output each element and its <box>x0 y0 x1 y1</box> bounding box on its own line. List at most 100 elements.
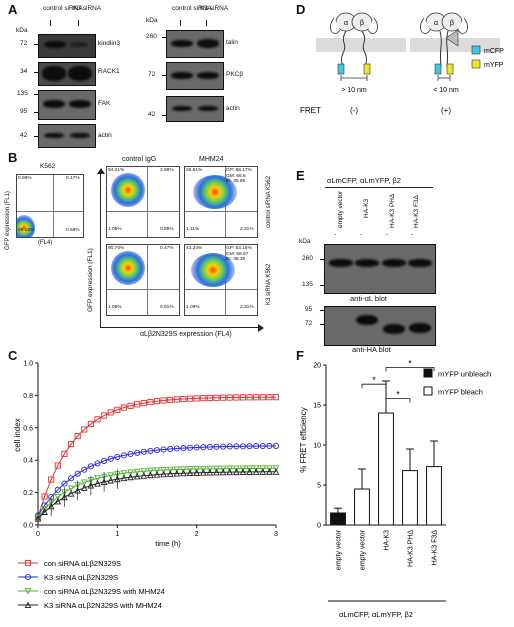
myfp-tag-left <box>363 63 371 75</box>
c-point-2 <box>80 479 88 487</box>
c-x-tick-label: 2 <box>195 531 199 538</box>
f-bar-2 <box>378 412 394 526</box>
c-y-tick-label: 0.2 <box>23 490 33 497</box>
col-title-control-igg: control IgG <box>122 156 157 163</box>
c-point-3 <box>272 468 280 475</box>
c-point-2 <box>67 485 75 493</box>
c-point-3 <box>219 468 227 476</box>
blot-label-kindlin3: kindlin3 <box>98 40 121 47</box>
c-point-2 <box>166 466 174 474</box>
c-xlabel: time (h) <box>155 539 181 548</box>
f-sig-bracket-1-star: * <box>372 375 376 385</box>
c-point-1 <box>272 442 280 449</box>
c-point-0 <box>48 476 55 483</box>
blot-anti-al <box>324 244 436 294</box>
c-legend-label-2: con siRNA αLβ2N329S with MHM24 <box>44 587 165 596</box>
f-bar-4 <box>426 466 442 526</box>
blot-actin-left <box>38 124 96 148</box>
c-point-0 <box>246 394 253 401</box>
panel-d-fret-diagram: α β α β > 10 nm < 10 nm FRET (-) (+) mCF… <box>300 12 504 115</box>
c-legend-marker <box>24 601 32 609</box>
f-category-3: HA-K3 PHΔ <box>408 530 415 567</box>
c-point-2 <box>239 465 247 473</box>
panel-letter-a: A <box>8 2 18 17</box>
c-series-line-0 <box>37 396 277 518</box>
c-point-1 <box>54 486 61 493</box>
c-point-0 <box>134 401 141 408</box>
f-ylabel: % FRET efficiency <box>299 407 308 473</box>
c-point-3 <box>233 468 240 476</box>
blot-rack1 <box>38 62 96 86</box>
scatter-mhm24-control-sirna <box>184 166 258 238</box>
kindlin-wedge <box>445 29 459 47</box>
c-point-0 <box>187 395 194 402</box>
c-point-1 <box>127 450 134 458</box>
k562-scatter-plot <box>16 174 84 238</box>
c-y-tick-label: 0.6 <box>23 425 33 432</box>
fret-right: (+) <box>441 106 451 115</box>
c-point-2 <box>147 467 154 475</box>
c-point-0 <box>74 433 81 440</box>
c-point-2 <box>266 465 273 473</box>
myfp-tag-right <box>446 63 454 75</box>
f-legend-label-1: mYFP bleach <box>438 388 483 397</box>
c-point-1 <box>160 446 167 453</box>
c-x-tick-label: 3 <box>274 531 278 538</box>
f-sig-bracket-3 <box>385 366 435 372</box>
c-point-1 <box>246 443 253 450</box>
c-point-0 <box>127 402 134 409</box>
c-point-0 <box>193 395 200 402</box>
c-point-1 <box>239 443 246 450</box>
c-point-0 <box>87 420 94 427</box>
c-point-3 <box>87 481 95 489</box>
c-point-2 <box>259 465 267 473</box>
blot-label-fak: FAK <box>98 100 111 107</box>
c-point-3 <box>166 470 174 477</box>
fret-left: (-) <box>350 106 358 115</box>
e-marker-72: 72 <box>305 320 313 327</box>
c-point-0 <box>206 394 213 402</box>
blot-kindlin3 <box>38 34 96 58</box>
c-point-0 <box>61 450 68 457</box>
c-point-1 <box>220 443 227 450</box>
panel-c-cell-index-chart: 0.0 0.2 0.4 0.6 0.8 1.0 0 1 2 3 cell index time (… <box>13 361 280 610</box>
c-point-3 <box>41 508 48 515</box>
membrane-left <box>316 38 406 52</box>
marker-42: 42 <box>20 132 28 139</box>
blot-pkcb <box>166 62 224 90</box>
kda-label-right: kDa <box>146 17 158 24</box>
c-legend-marker <box>24 573 32 581</box>
f-category-1: empty vector <box>360 529 367 570</box>
c-point-3 <box>54 497 62 505</box>
c-point-0 <box>81 426 88 433</box>
e-lane-ha-k3-f3: HA-K3 F3Δ <box>413 195 420 228</box>
blot-actin-right <box>166 96 224 122</box>
blot-talin <box>166 30 224 58</box>
c-point-1 <box>200 444 207 451</box>
c-point-3 <box>107 476 115 484</box>
c-legend-marker <box>24 587 32 595</box>
blot-label-actin-right: actin <box>226 105 240 112</box>
c-point-0 <box>259 394 266 401</box>
c-point-2 <box>153 467 161 474</box>
c-point-2 <box>226 465 234 473</box>
c-point-0 <box>239 394 246 401</box>
marker-260: 260 <box>146 33 157 40</box>
c-point-3 <box>34 514 42 522</box>
e-marker-260: 260 <box>302 255 313 262</box>
marker-72: 72 <box>20 40 28 47</box>
f-y-tick-label: 5 <box>317 483 321 490</box>
k562-xlabel: (FL4) <box>38 240 53 246</box>
blot-label-rack1: RACK1 <box>98 68 120 75</box>
c-point-3 <box>94 479 101 487</box>
c-point-1 <box>74 470 81 477</box>
f-bar-0 <box>330 512 346 526</box>
grid-ylabel: GFP expression (FL1) <box>87 248 94 312</box>
f-y-tick-label: 20 <box>313 363 321 370</box>
e-lane-empty-vector: empty vector <box>337 190 344 228</box>
c-point-3 <box>127 473 134 481</box>
scatter-control-igg-control-sirna <box>106 166 180 238</box>
c-point-2 <box>206 465 214 473</box>
panel-letter-d: D <box>296 2 306 17</box>
c-point-3 <box>252 468 260 475</box>
